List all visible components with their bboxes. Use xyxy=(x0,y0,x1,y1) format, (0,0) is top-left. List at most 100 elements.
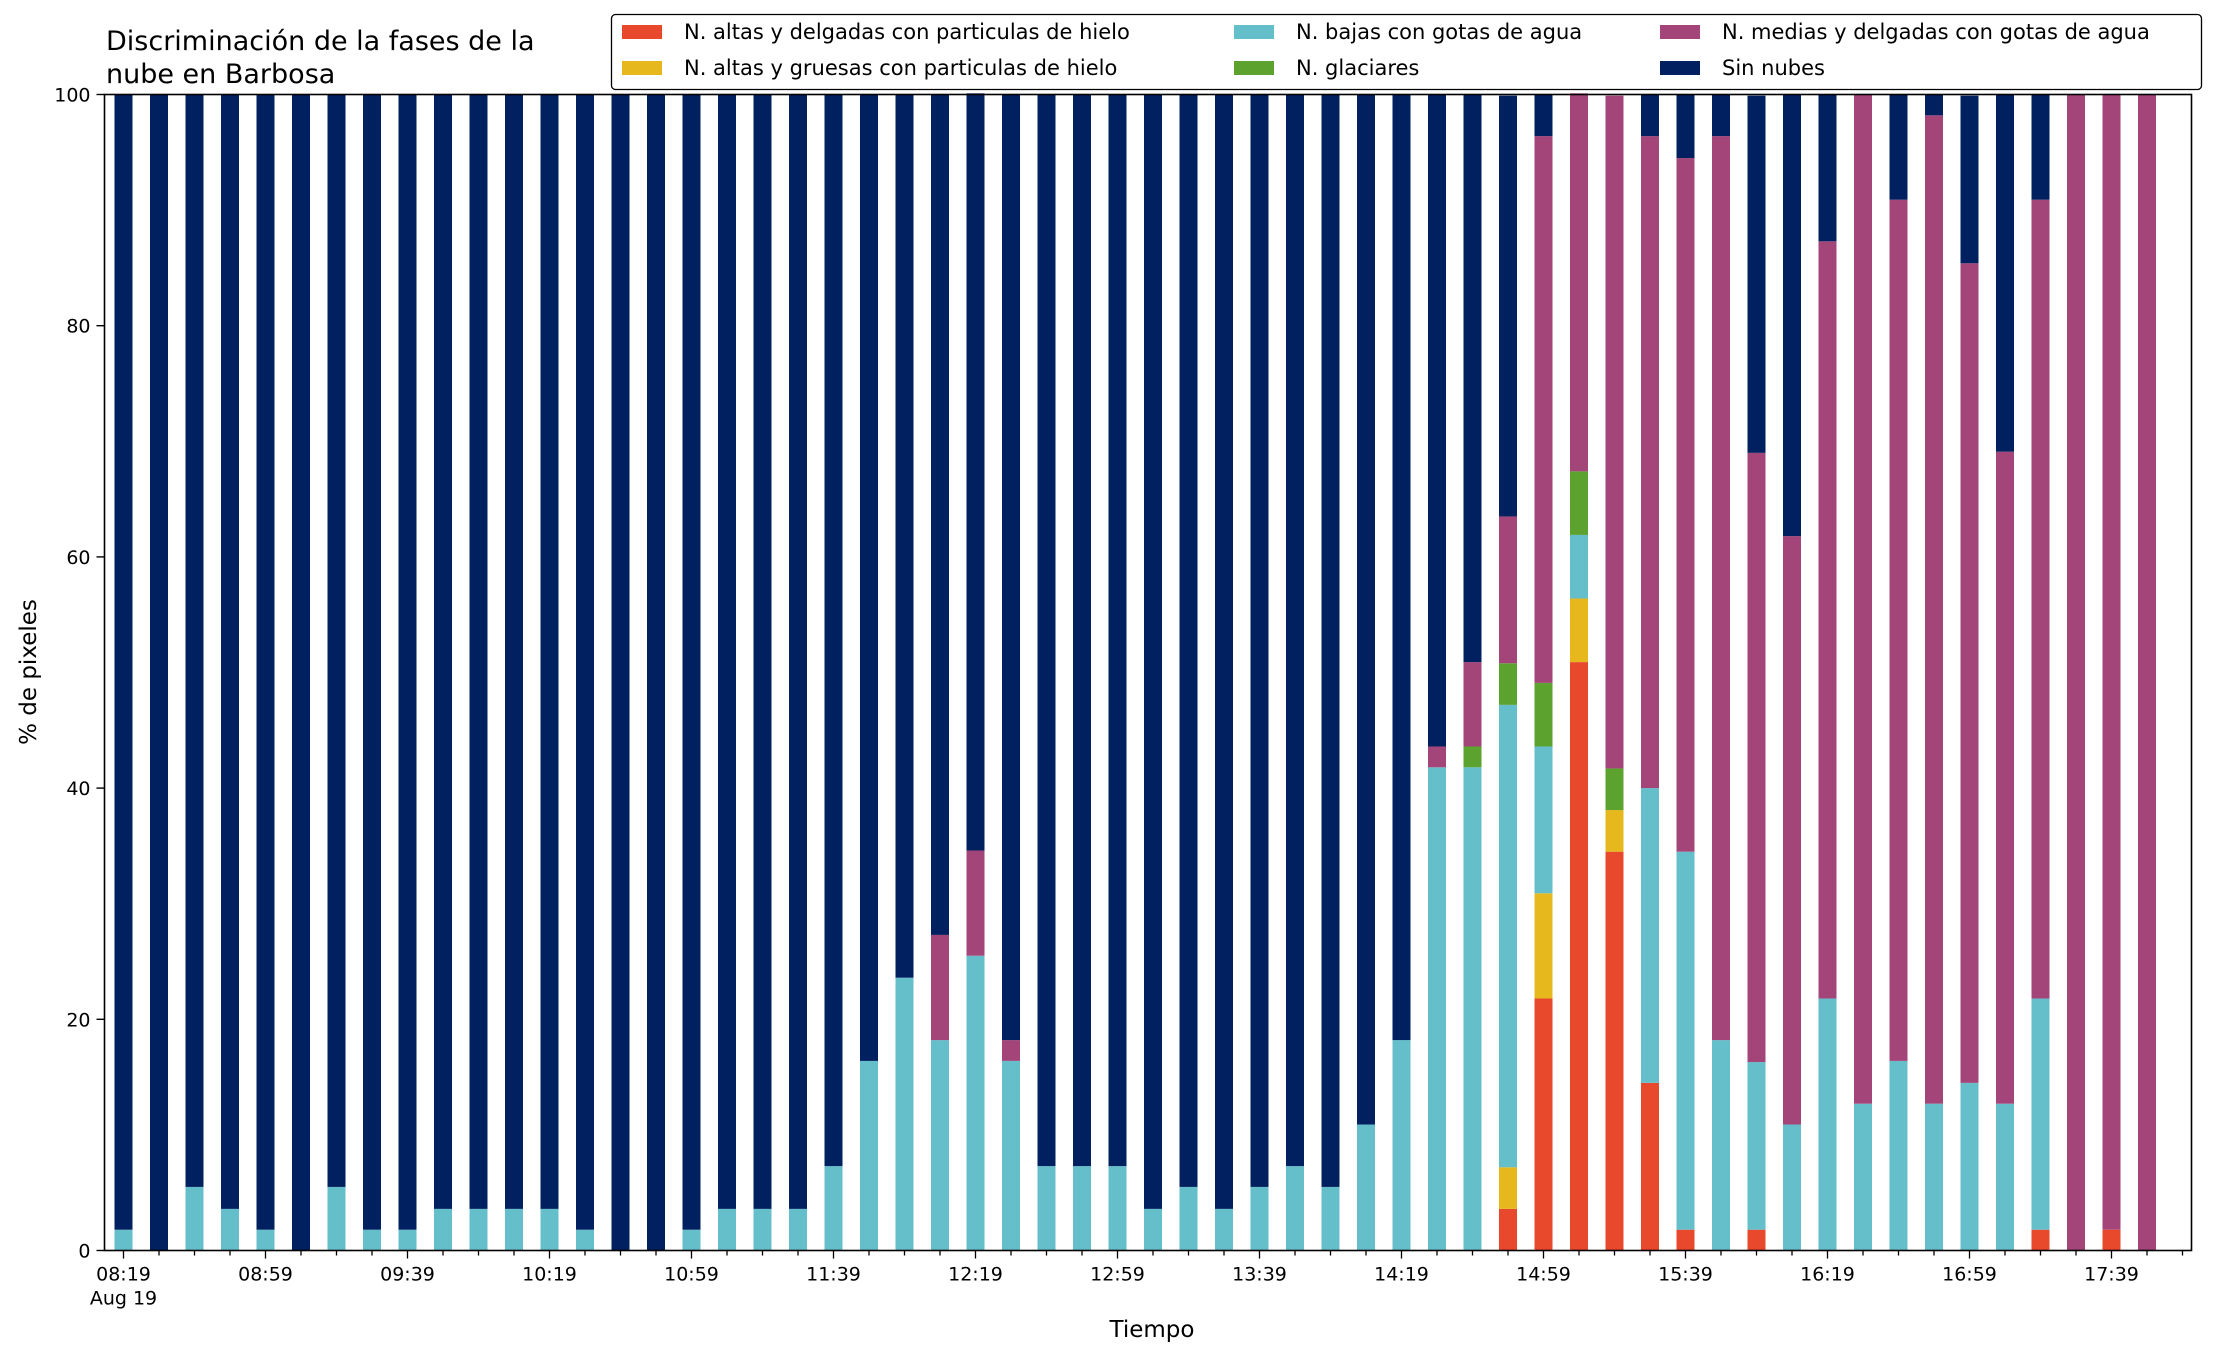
bar-segment-1159-s5 xyxy=(895,94,914,978)
bar-segment-1339-s2 xyxy=(1250,1186,1269,1251)
y-tick-label-80: 80 xyxy=(66,316,90,338)
bar-segment-1059-s5 xyxy=(682,94,701,1230)
legend: N. altas y delgadas con particulas de hi… xyxy=(610,13,2203,91)
bar-segment-1559-s0 xyxy=(1747,1229,1766,1251)
bar-segment-1709-s4 xyxy=(1996,451,2014,1104)
bar-segment-1549-s2 xyxy=(1712,1040,1730,1251)
y-axis-label: % de pixeles xyxy=(16,599,42,745)
bar-segment-1449-s2 xyxy=(1499,704,1517,1168)
bar-segment-1519-s0 xyxy=(1605,851,1624,1251)
legend-label-s0: N. altas y delgadas con particulas de hi… xyxy=(684,20,1130,44)
chart-title-line-2: nube en Barbosa xyxy=(106,59,335,90)
bar-segment-0849-s5 xyxy=(221,94,239,1209)
bar-segment-1659-s5 xyxy=(1960,95,1979,264)
bar-segment-1459-s2 xyxy=(1534,746,1553,894)
x-tick-sublabel-0819: Aug 19 xyxy=(90,1288,157,1310)
bar-segment-1639-s5 xyxy=(1889,94,1908,200)
bar-segment-1509-s1 xyxy=(1570,598,1588,663)
bar-segment-1719-s5 xyxy=(2031,94,2050,200)
bar-segment-1219-s4 xyxy=(966,850,985,956)
bar-segment-1309-s5 xyxy=(1144,94,1162,1209)
bar-segment-1559-s2 xyxy=(1747,1062,1766,1230)
bar-segment-1709-s2 xyxy=(1996,1103,2014,1251)
bar-segment-1629-s2 xyxy=(1854,1103,1872,1251)
bar-segment-1719-s2 xyxy=(2031,998,2050,1230)
bar-segment-1129-s5 xyxy=(789,94,807,1209)
bar-segment-1139-s5 xyxy=(824,94,843,1167)
bar-segment-1509-s2 xyxy=(1570,534,1588,599)
bar-segment-1459-s3 xyxy=(1534,682,1553,747)
bar-segment-1319-s5 xyxy=(1179,94,1198,1187)
bar-segment-0949-s5 xyxy=(434,94,452,1209)
bar-segment-1009-s5 xyxy=(505,94,523,1209)
bar-segment-1709-s5 xyxy=(1996,94,2014,452)
bar-segment-0959-s5 xyxy=(469,94,488,1209)
bar-segment-1629-s4 xyxy=(1854,94,1872,1104)
bar-segment-1019-s5 xyxy=(540,94,559,1209)
bar-segment-1559-s4 xyxy=(1747,452,1766,1063)
bars-layer xyxy=(114,93,2156,1251)
bar-segment-1449-s1 xyxy=(1499,1167,1517,1209)
bar-segment-0919-s2 xyxy=(327,1186,346,1251)
bar-segment-1529-s4 xyxy=(1641,136,1659,789)
bar-segment-1449-s3 xyxy=(1499,663,1517,705)
bar-segment-1359-s2 xyxy=(1321,1186,1340,1251)
legend-swatch-s0 xyxy=(622,25,662,39)
bar-segment-0949-s2 xyxy=(434,1208,452,1251)
bar-segment-1649-s4 xyxy=(1925,115,1943,1104)
x-tick-label-1019: 10:19 xyxy=(522,1264,577,1286)
bar-segment-1419-s5 xyxy=(1392,94,1411,1041)
bar-segment-1559-s5 xyxy=(1747,95,1766,453)
bar-segment-1509-s3 xyxy=(1570,471,1588,535)
bar-segment-0839-s5 xyxy=(185,94,204,1187)
bar-segment-1219-s2 xyxy=(966,955,985,1251)
bar-segment-1719-s0 xyxy=(2031,1229,2050,1251)
bar-segment-1039-s5 xyxy=(611,94,630,1251)
bar-segment-1229-s4 xyxy=(1002,1040,1020,1061)
legend-box xyxy=(610,13,2203,91)
bar-segment-1459-s1 xyxy=(1534,893,1553,999)
bar-segment-1449-s0 xyxy=(1499,1208,1517,1251)
bar-segment-1009-s2 xyxy=(505,1208,523,1251)
bar-segment-1619-s2 xyxy=(1818,998,1837,1251)
bar-segment-1539-s5 xyxy=(1676,94,1695,159)
bar-segment-1739-s4 xyxy=(2102,94,2121,1230)
bar-segment-0929-s2 xyxy=(363,1229,381,1251)
bar-segment-1029-s2 xyxy=(576,1229,594,1251)
bar-segment-1659-s4 xyxy=(1960,263,1979,1083)
x-tick-label-1419: 14:19 xyxy=(1374,1264,1429,1286)
bar-segment-1119-s5 xyxy=(753,94,772,1209)
x-tick-label-0939: 09:39 xyxy=(380,1264,435,1286)
bar-segment-1639-s4 xyxy=(1889,199,1908,1061)
bar-segment-1349-s2 xyxy=(1286,1166,1304,1251)
bar-segment-1239-s2 xyxy=(1037,1166,1056,1251)
legend-label-s5: Sin nubes xyxy=(1722,56,1825,80)
bar-segment-1109-s2 xyxy=(718,1208,736,1251)
x-tick-label-1739: 17:39 xyxy=(2084,1264,2139,1286)
bar-segment-1639-s2 xyxy=(1889,1060,1908,1251)
bar-segment-1339-s5 xyxy=(1250,94,1269,1187)
bar-segment-1259-s2 xyxy=(1108,1166,1127,1251)
bar-segment-1019-s2 xyxy=(540,1208,559,1251)
bar-segment-1719-s4 xyxy=(2031,199,2050,999)
bar-segment-1029-s5 xyxy=(576,94,594,1230)
bar-segment-0939-s2 xyxy=(398,1229,417,1251)
legend-swatch-s1 xyxy=(622,61,662,75)
bar-segment-1549-s5 xyxy=(1712,94,1730,137)
bar-segment-1449-s4 xyxy=(1499,516,1517,664)
bar-segment-1649-s2 xyxy=(1925,1103,1943,1251)
bar-segment-1249-s2 xyxy=(1073,1166,1091,1251)
bar-segment-0859-s5 xyxy=(256,94,275,1230)
bar-segment-1239-s5 xyxy=(1037,94,1056,1167)
bar-segment-1459-s4 xyxy=(1534,136,1553,683)
x-tick-label-0859: 08:59 xyxy=(238,1264,293,1286)
bar-segment-1539-s4 xyxy=(1676,158,1695,852)
bar-segment-1059-s2 xyxy=(682,1229,701,1251)
bar-segment-1529-s5 xyxy=(1641,94,1659,137)
legend-label-s1: N. altas y gruesas con particulas de hie… xyxy=(684,56,1117,80)
bar-segment-0909-s5 xyxy=(292,94,310,1251)
bar-segment-1739-s0 xyxy=(2102,1229,2121,1251)
y-tick-label-0: 0 xyxy=(78,1241,90,1263)
